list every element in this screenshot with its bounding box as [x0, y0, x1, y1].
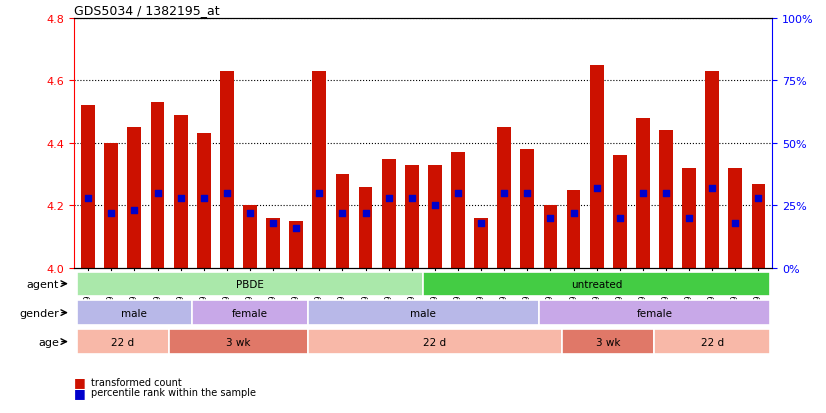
FancyBboxPatch shape	[77, 301, 192, 325]
Bar	[636, 119, 650, 268]
Bar	[752, 184, 766, 268]
Bar	[220, 72, 234, 268]
Text: 22 d: 22 d	[700, 337, 724, 347]
Bar	[289, 222, 303, 268]
FancyBboxPatch shape	[169, 330, 308, 354]
Point	[267, 220, 280, 227]
Bar	[497, 128, 511, 268]
Point	[567, 210, 580, 217]
Text: PBDE: PBDE	[236, 279, 264, 289]
Text: percentile rank within the sample: percentile rank within the sample	[91, 387, 256, 397]
Bar	[590, 65, 604, 268]
Text: agent: agent	[26, 279, 59, 289]
FancyBboxPatch shape	[77, 272, 423, 296]
Point	[197, 195, 211, 202]
Point	[336, 210, 349, 217]
Point	[151, 190, 164, 197]
Text: gender: gender	[19, 308, 59, 318]
Point	[313, 190, 326, 197]
Point	[705, 185, 719, 192]
Point	[382, 195, 396, 202]
Text: ■: ■	[74, 386, 86, 399]
Point	[244, 210, 257, 217]
Bar	[544, 206, 558, 268]
Text: female: female	[637, 308, 672, 318]
Point	[428, 203, 441, 209]
FancyBboxPatch shape	[308, 301, 539, 325]
Point	[659, 190, 672, 197]
Bar	[127, 128, 141, 268]
Point	[290, 225, 303, 232]
Point	[752, 195, 765, 202]
Text: male: male	[411, 308, 436, 318]
Bar	[150, 103, 164, 268]
Point	[82, 195, 95, 202]
Point	[221, 190, 234, 197]
Bar	[567, 190, 581, 268]
Point	[590, 185, 603, 192]
Bar	[312, 72, 326, 268]
FancyBboxPatch shape	[192, 301, 308, 325]
Bar	[382, 159, 396, 268]
FancyBboxPatch shape	[654, 330, 770, 354]
Bar	[705, 72, 719, 268]
Bar	[428, 165, 442, 268]
Point	[729, 220, 742, 227]
Bar	[358, 187, 373, 268]
Text: transformed count: transformed count	[91, 377, 182, 387]
Text: female: female	[232, 308, 268, 318]
Bar	[197, 134, 211, 268]
FancyBboxPatch shape	[562, 330, 654, 354]
Bar	[729, 169, 743, 268]
Bar	[173, 115, 188, 268]
Text: 22 d: 22 d	[423, 337, 446, 347]
Bar	[266, 218, 280, 268]
Point	[544, 215, 557, 222]
Point	[682, 215, 695, 222]
Point	[359, 210, 373, 217]
Text: 22 d: 22 d	[112, 337, 135, 347]
FancyBboxPatch shape	[308, 330, 562, 354]
Point	[128, 208, 141, 214]
FancyBboxPatch shape	[539, 301, 770, 325]
Bar	[613, 156, 627, 268]
FancyBboxPatch shape	[77, 330, 169, 354]
Bar	[682, 169, 696, 268]
FancyBboxPatch shape	[423, 272, 770, 296]
Bar	[405, 165, 419, 268]
Text: GDS5034 / 1382195_at: GDS5034 / 1382195_at	[74, 5, 220, 17]
Point	[451, 190, 464, 197]
Point	[174, 195, 188, 202]
Bar	[520, 150, 534, 268]
Text: ■: ■	[74, 375, 86, 389]
Bar	[335, 175, 349, 268]
Point	[474, 220, 487, 227]
Point	[497, 190, 510, 197]
Text: 3 wk: 3 wk	[226, 337, 250, 347]
Point	[613, 215, 626, 222]
Text: 3 wk: 3 wk	[596, 337, 620, 347]
Text: untreated: untreated	[571, 279, 622, 289]
Point	[520, 190, 534, 197]
Bar	[104, 143, 118, 268]
Point	[105, 210, 118, 217]
Text: age: age	[38, 337, 59, 347]
Bar	[474, 218, 488, 268]
Bar	[81, 106, 95, 268]
Text: male: male	[121, 308, 147, 318]
Point	[406, 195, 419, 202]
Point	[636, 190, 649, 197]
Bar	[659, 131, 673, 268]
Bar	[243, 206, 257, 268]
Bar	[451, 153, 465, 268]
